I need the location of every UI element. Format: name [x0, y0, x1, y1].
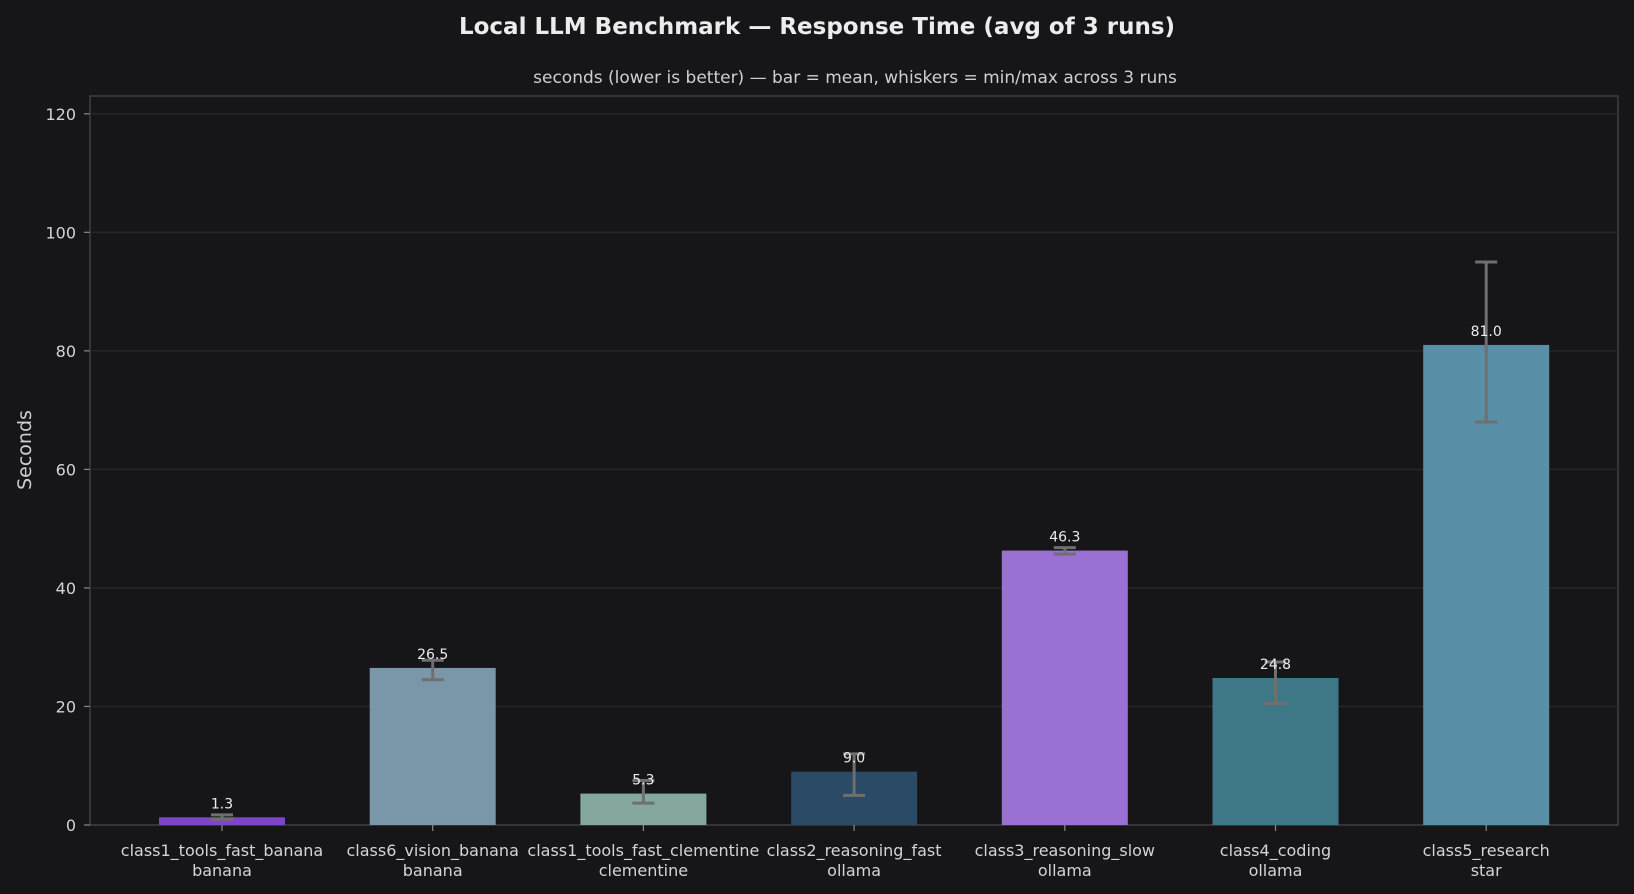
- whiskers: [211, 260, 1498, 821]
- plot-area: [89, 95, 1619, 826]
- x-tick-label: class2_reasoning_fast: [767, 841, 942, 861]
- x-tick-label: class6_vision_banana: [347, 841, 519, 861]
- x-tick-sublabel: banana: [403, 861, 463, 880]
- value-labels: 1.3 26.5 5.3 9.0 46.3 24.8 81.0: [211, 324, 1502, 812]
- y-tick-label: 100: [45, 223, 76, 242]
- x-tick-label: class1_tools_fast_banana: [121, 841, 323, 861]
- grid-lines: [90, 113, 1618, 708]
- bar-value-label: 26.5: [417, 647, 448, 663]
- bar: [1423, 344, 1550, 825]
- bar-value-label: 5.3: [632, 773, 654, 789]
- x-tick-sublabel: ollama: [1038, 861, 1092, 880]
- x-tick-sublabel: clementine: [599, 861, 688, 880]
- x-tick-sublabel: ollama: [827, 861, 881, 880]
- bar: [1001, 550, 1128, 825]
- x-tick-sublabel: banana: [192, 861, 252, 880]
- chart-subtitle: seconds (lower is better) — bar = mean, …: [533, 68, 1177, 88]
- x-tick-label: class3_reasoning_slow: [975, 841, 1155, 861]
- bar-value-label: 24.8: [1260, 657, 1291, 673]
- bar-value-label: 1.3: [211, 796, 233, 812]
- bar-value-label: 9.0: [843, 751, 865, 767]
- y-tick-label: 120: [45, 105, 76, 124]
- chart-title: Local LLM Benchmark — Response Time (avg…: [459, 14, 1175, 40]
- x-tick-label: class4_coding: [1220, 841, 1331, 861]
- bar-value-label: 81.0: [1471, 324, 1502, 340]
- y-tick-label: 80: [56, 342, 76, 361]
- y-tick-label: 60: [56, 460, 76, 479]
- y-tick-label: 40: [56, 579, 76, 598]
- bars: [159, 344, 1550, 825]
- x-tick-label: class5_research: [1423, 841, 1550, 861]
- x-tick-sublabel: star: [1471, 861, 1502, 880]
- x-axis-ticks: class1_tools_fast_bananabananaclass6_vis…: [121, 825, 1550, 880]
- y-tick-label: 0: [66, 816, 76, 835]
- bar: [369, 667, 496, 825]
- y-axis-ticks: 0 20 40 60 80 100 120: [45, 105, 90, 835]
- x-tick-sublabel: ollama: [1249, 861, 1303, 880]
- bar-value-label: 46.3: [1049, 530, 1080, 546]
- x-tick-label: class1_tools_fast_clementine: [527, 841, 759, 861]
- bar: [159, 817, 285, 825]
- y-axis-label: Seconds: [14, 410, 36, 490]
- y-tick-label: 20: [56, 697, 76, 716]
